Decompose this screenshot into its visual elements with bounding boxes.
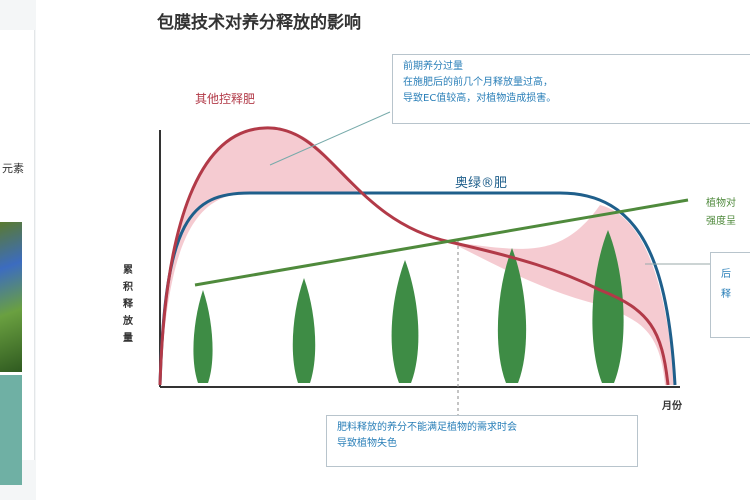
plant-demand-label: 植物对 强度呈 xyxy=(706,195,736,231)
difference-fill-early xyxy=(160,127,360,385)
callout-right-line-1: 后 xyxy=(721,269,731,280)
left-card: 元素 xyxy=(0,30,35,485)
y-axis-label: 累积释放量 xyxy=(123,265,133,344)
callout-right-line-2: 释 xyxy=(721,289,731,300)
page-title: 包膜技术对养分释放的影响 xyxy=(157,13,361,33)
left-fragment-text: 元素 xyxy=(2,162,24,175)
plant-demand-line xyxy=(194,198,689,287)
plant-photo xyxy=(0,222,22,372)
plant-demand-line-2: 强度呈 xyxy=(706,216,736,227)
callout-top-line-2: 在施肥后的前几个月释放量过高， xyxy=(403,77,553,88)
teal-panel xyxy=(0,375,22,485)
tree-4 xyxy=(497,248,527,383)
callout-top-line-1: 前期养分过量 xyxy=(403,61,463,72)
callout-top-line-3: 导致EC值较高，对植物造成损害。 xyxy=(403,93,557,104)
other-cr-curve xyxy=(158,126,670,386)
leader-top xyxy=(269,111,391,166)
callout-late: 后 释 xyxy=(710,252,750,338)
tree-5 xyxy=(592,230,624,383)
difference-fill-late xyxy=(450,205,675,385)
tree-2 xyxy=(292,278,316,383)
callout-shortage: 肥料释放的养分不能满足植物的需求时会 导致植物失色 xyxy=(326,415,638,467)
callout-bottom-line-1: 肥料释放的养分不能满足植物的需求时会 xyxy=(337,422,517,433)
callout-early-excess: 前期养分过量 在施肥后的前几个月释放量过高， 导致EC值较高，对植物造成损害。 xyxy=(392,54,750,124)
tree-1 xyxy=(193,290,213,383)
callout-bottom-line-2: 导致植物失色 xyxy=(337,438,397,449)
plant-demand-line-1: 植物对 xyxy=(706,198,736,209)
x-axis-label: 月份 xyxy=(662,401,682,412)
other-cr-label: 其他控释肥 xyxy=(195,92,256,106)
trees xyxy=(193,230,624,383)
aolv-label: 奥绿®肥 xyxy=(455,176,508,191)
tree-3 xyxy=(391,260,419,383)
